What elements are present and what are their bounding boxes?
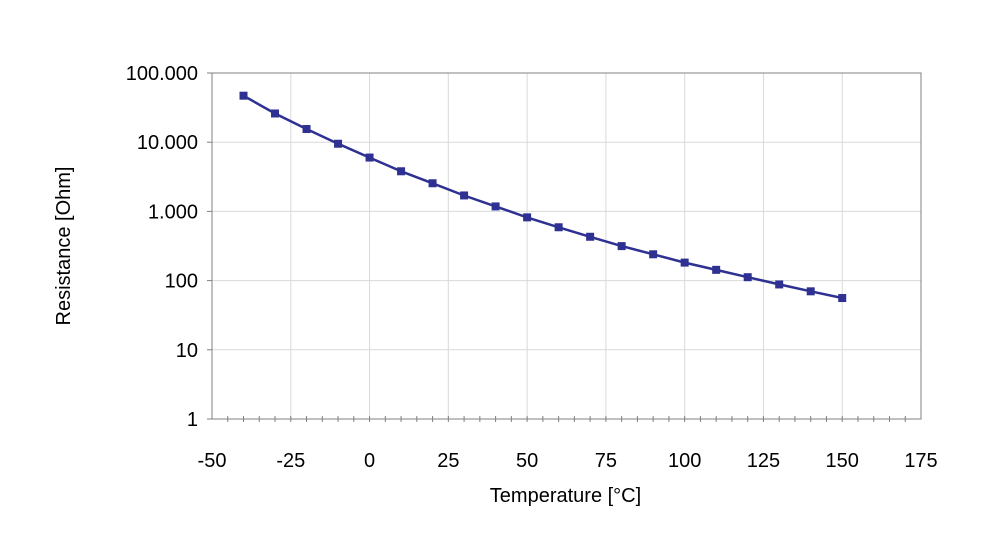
x-tick-label: -25 <box>276 450 305 472</box>
y-axis-tick-labels: 1 10 100 1.000 10.000 100.000 <box>126 63 198 431</box>
x-tick-label: 125 <box>747 450 780 472</box>
y-tick-label: 10.000 <box>137 132 198 154</box>
data-point <box>586 232 595 241</box>
x-tick-label: 50 <box>516 450 538 472</box>
grid <box>212 73 921 419</box>
x-axis-title: Temperature [°C] <box>490 485 641 507</box>
data-point <box>428 179 437 188</box>
data-point <box>334 139 343 148</box>
data-point <box>302 125 311 134</box>
x-axis-tick-labels: -50 -25 0 25 50 75 100 125 150 175 <box>198 450 938 472</box>
y-tick-label: 1.000 <box>148 201 198 223</box>
y-tick-label: 1 <box>187 409 198 431</box>
series-line <box>242 94 843 300</box>
x-tick-label: 0 <box>364 450 375 472</box>
x-tick-label: 175 <box>904 450 937 472</box>
data-point <box>775 280 784 289</box>
data-point <box>617 242 626 251</box>
x-tick-label: 150 <box>826 450 859 472</box>
data-point <box>712 265 721 274</box>
data-point <box>460 191 469 200</box>
data-point <box>743 273 752 282</box>
x-tick-label: 75 <box>595 450 617 472</box>
x-tick-label: 25 <box>437 450 459 472</box>
plot-area <box>211 72 922 420</box>
x-tick-label: -50 <box>198 450 227 472</box>
data-point <box>491 202 500 211</box>
y-tick-label: 10 <box>176 340 198 362</box>
data-point <box>838 294 847 303</box>
data-point <box>271 109 280 118</box>
data-point <box>397 167 406 176</box>
data-point <box>554 223 563 232</box>
x-axis-minor-ticks <box>207 72 906 422</box>
data-point <box>649 250 658 259</box>
data-point <box>523 213 532 222</box>
data-point <box>239 91 248 100</box>
data-point <box>806 287 815 296</box>
data-point <box>680 258 689 267</box>
y-tick-label: 100 <box>165 271 198 293</box>
y-tick-label: 100.000 <box>126 63 198 85</box>
data-point <box>365 153 374 162</box>
x-tick-label: 100 <box>668 450 701 472</box>
series <box>239 91 847 303</box>
y-axis-title: Resistance [Ohm] <box>53 167 75 326</box>
